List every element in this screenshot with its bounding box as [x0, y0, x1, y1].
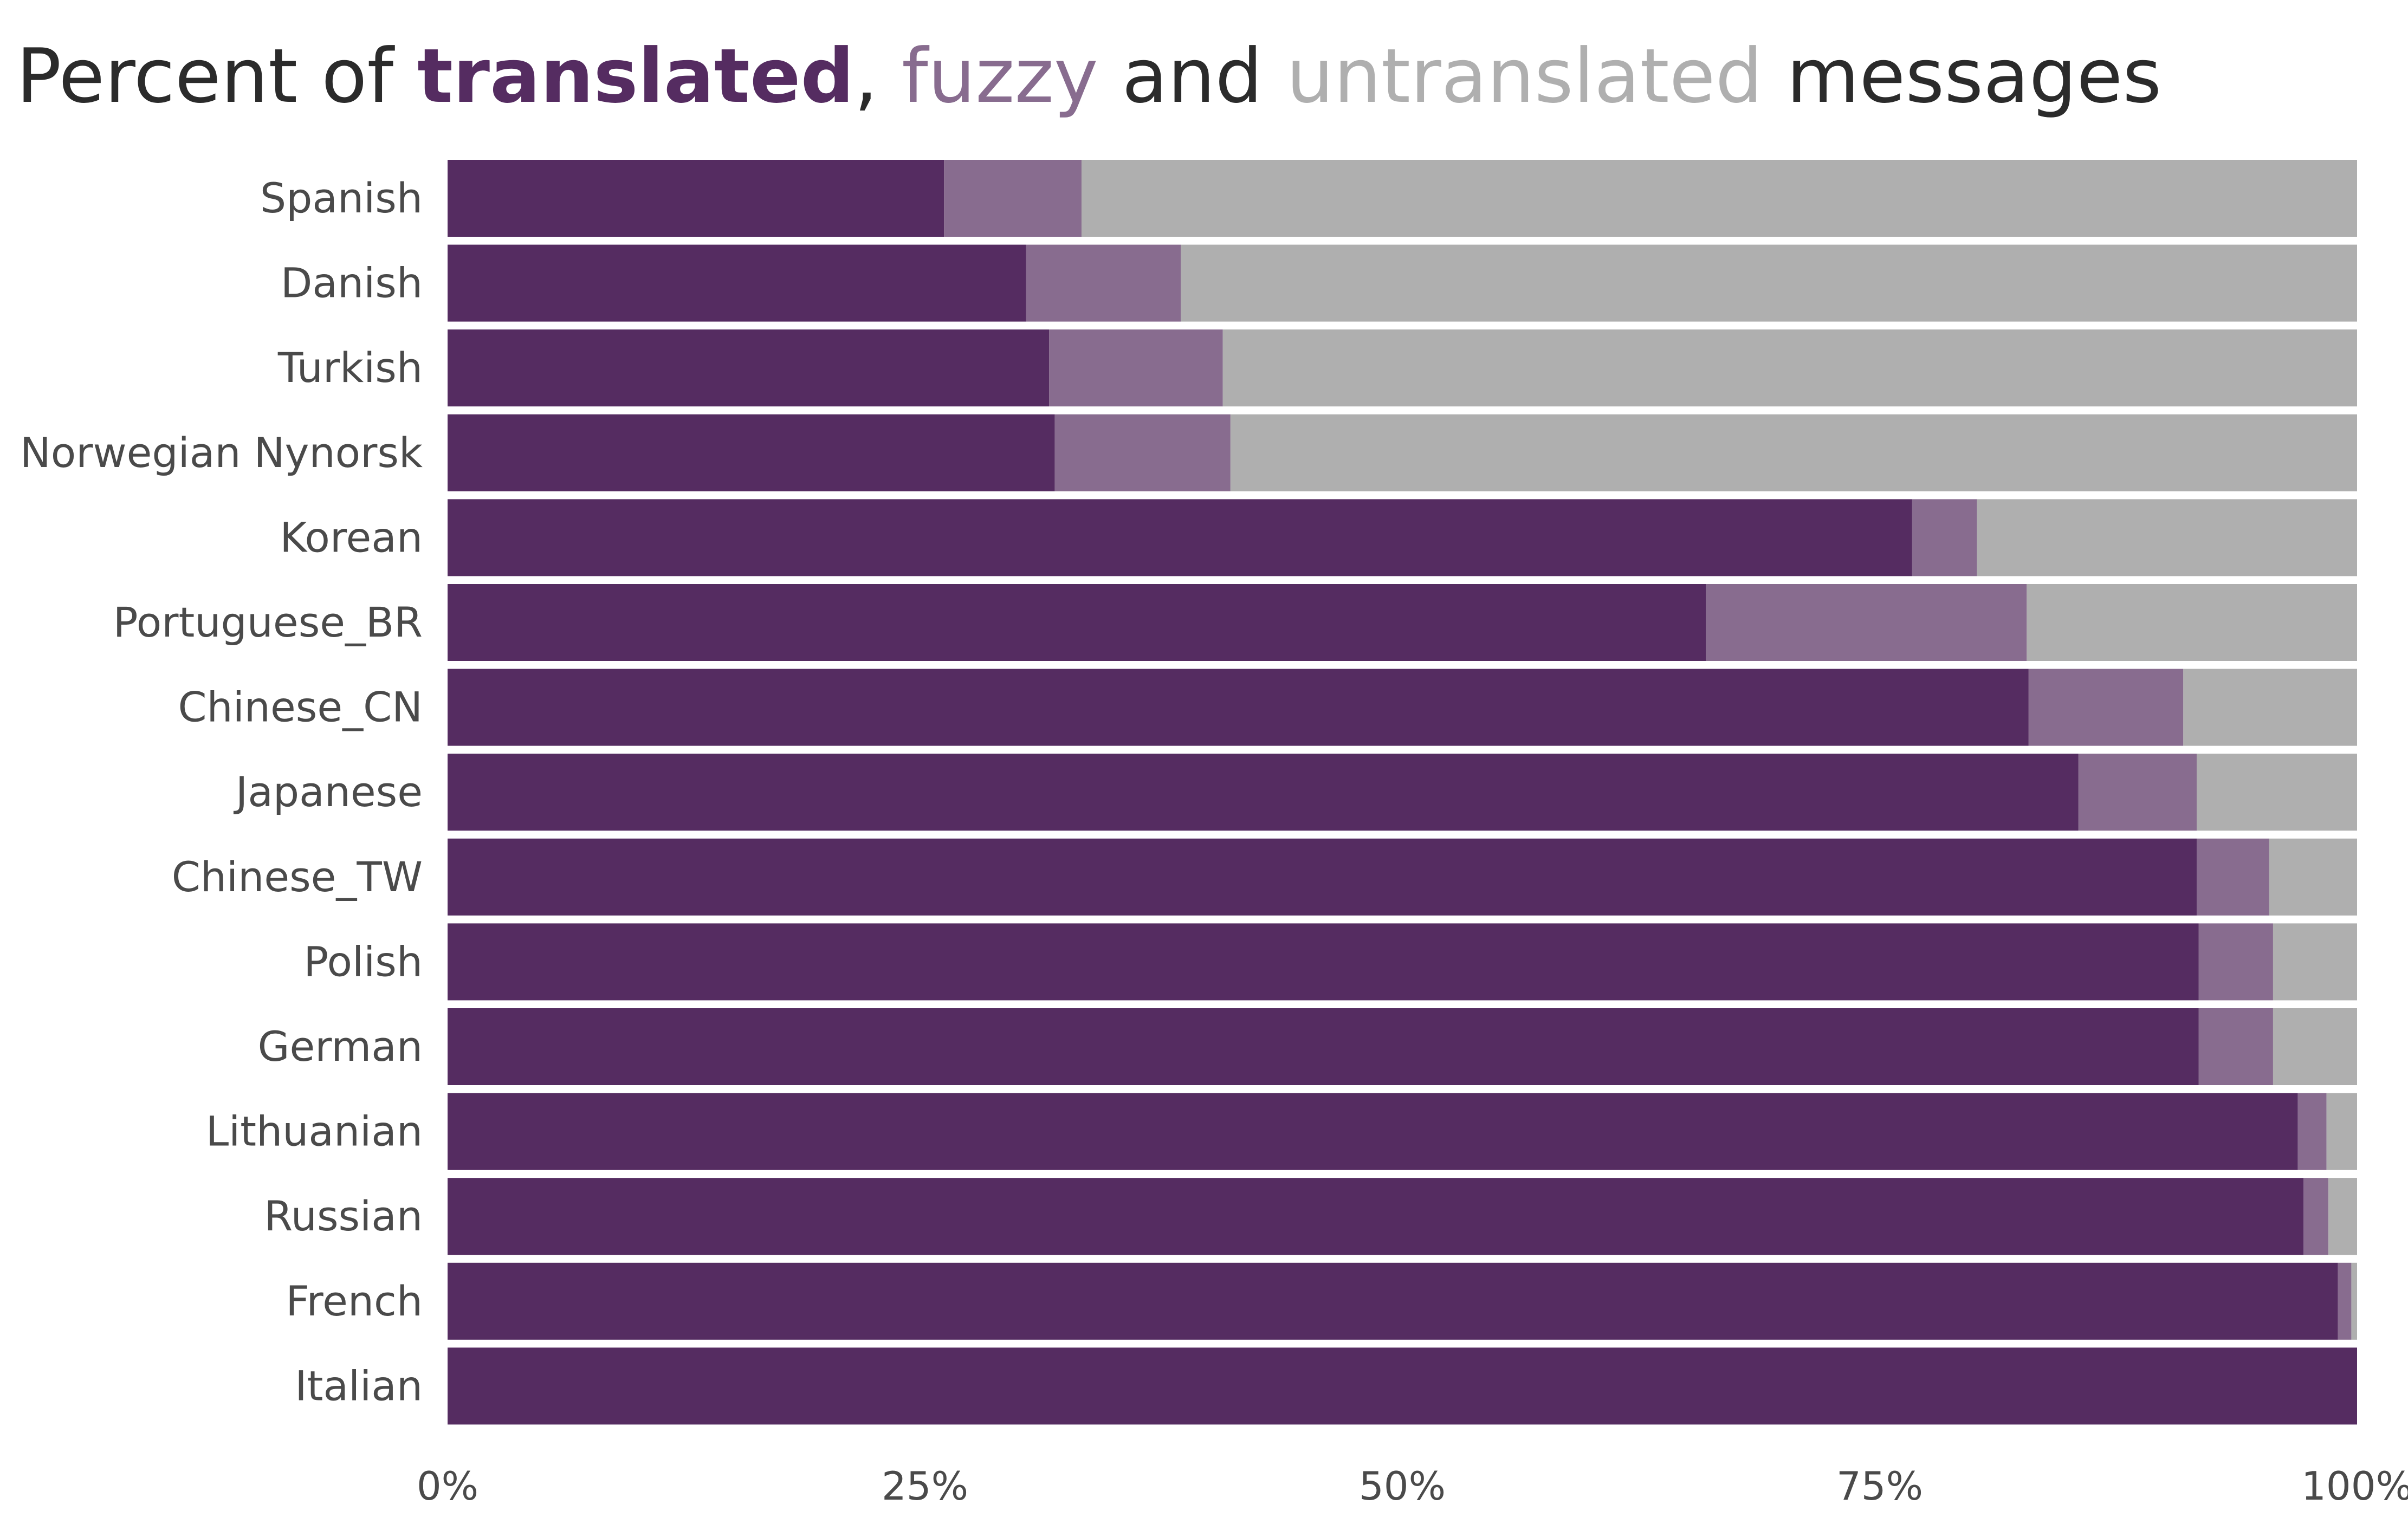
title-translated: translated: [417, 33, 854, 120]
bar-fuzzy-polish: [2198, 923, 2273, 1001]
category-label: Turkish: [277, 343, 423, 392]
category-label: Chinese_CN: [178, 683, 423, 731]
bar-translated-german: [448, 1008, 2199, 1085]
category-label: Chinese_TW: [172, 853, 423, 901]
chart-title: Percent of translated, fuzzy and untrans…: [16, 33, 2161, 120]
bar-fuzzy-russian: [2303, 1178, 2329, 1255]
y-axis-labels: Spanish Danish Turkish Norwegian Nynorsk Kor…: [20, 174, 423, 1410]
title-suffix: messages: [1763, 33, 2161, 120]
category-label: Spanish: [260, 174, 423, 222]
bar-untranslated-japanese: [2196, 754, 2357, 831]
bar-untranslated-spanish: [1081, 160, 2357, 237]
bar-fuzzy-chinese-tw: [2196, 838, 2269, 916]
bar-untranslated-german: [2273, 1008, 2357, 1085]
title-and: and: [1098, 33, 1286, 120]
bar-fuzzy-lithuanian: [2297, 1093, 2327, 1170]
category-label: Lithuanian: [206, 1107, 423, 1156]
title-fuzzy: fuzzy: [902, 33, 1098, 120]
bar-fuzzy-norwegian-nynorsk: [1054, 414, 1231, 491]
bar-untranslated-polish: [2273, 923, 2357, 1001]
bar-fuzzy-spanish: [944, 160, 1082, 237]
x-tick-label: 100%: [2301, 1463, 2408, 1509]
category-label: German: [258, 1022, 423, 1071]
title-prefix: Percent of: [16, 33, 417, 120]
bar-translated-french: [448, 1262, 2338, 1340]
bar-fuzzy-french: [2338, 1262, 2352, 1340]
bar-translated-russian: [448, 1178, 2304, 1255]
x-tick-label: 25%: [882, 1463, 968, 1509]
title-untranslated: untranslated: [1286, 33, 1763, 120]
bar-translated-danish: [448, 244, 1026, 322]
category-label: Danish: [281, 259, 423, 307]
category-label: Polish: [303, 937, 423, 985]
bar-untranslated-norwegian-nynorsk: [1230, 414, 2357, 491]
bar-untranslated-french: [2351, 1262, 2357, 1340]
bar-untranslated-portuguese-br: [2027, 584, 2357, 661]
plot-area: [448, 160, 2357, 1425]
bar-untranslated-chinese-tw: [2269, 838, 2357, 916]
category-label: Japanese: [234, 768, 423, 816]
bar-translated-norwegian-nynorsk: [448, 414, 1055, 491]
bar-fuzzy-turkish: [1049, 329, 1223, 407]
bar-untranslated-lithuanian: [2326, 1093, 2357, 1170]
bar-fuzzy-german: [2198, 1008, 2273, 1085]
bar-fuzzy-chinese-cn: [2028, 669, 2184, 746]
bar-untranslated-chinese-cn: [2183, 669, 2357, 746]
category-label: Russian: [264, 1192, 423, 1240]
category-label: Norwegian Nynorsk: [20, 429, 423, 477]
category-label: French: [286, 1277, 423, 1325]
bar-untranslated-danish: [1181, 244, 2357, 322]
x-tick-label: 50%: [1359, 1463, 1446, 1509]
x-tick-label: 0%: [417, 1463, 478, 1509]
bar-translated-japanese: [448, 754, 2079, 831]
bar-fuzzy-portuguese-br: [1706, 584, 2027, 661]
bar-translated-turkish: [448, 329, 1050, 407]
x-tick-label: 75%: [1836, 1463, 1923, 1509]
category-label: Italian: [295, 1361, 423, 1410]
bar-translated-lithuanian: [448, 1093, 2298, 1170]
category-label: Portuguese_BR: [113, 598, 423, 646]
bar-translated-portuguese-br: [448, 584, 1706, 661]
title-sep: ,: [854, 33, 902, 120]
bar-fuzzy-korean: [1912, 499, 1977, 576]
bar-translated-polish: [448, 923, 2199, 1001]
bar-translated-spanish: [448, 160, 944, 237]
bar-fuzzy-danish: [1026, 244, 1181, 322]
bar-untranslated-russian: [2328, 1178, 2357, 1255]
bar-fuzzy-japanese: [2078, 754, 2197, 831]
category-label: Korean: [280, 513, 423, 561]
bar-translated-chinese-cn: [448, 669, 2029, 746]
bar-translated-korean: [448, 499, 1912, 576]
bar-untranslated-turkish: [1222, 329, 2357, 407]
bar-untranslated-korean: [1977, 499, 2357, 576]
x-axis-tick-labels: 0% 25% 50% 75% 100%: [417, 1463, 2408, 1509]
bar-translated-italian: [448, 1347, 2357, 1425]
bar-translated-chinese-tw: [448, 838, 2197, 916]
